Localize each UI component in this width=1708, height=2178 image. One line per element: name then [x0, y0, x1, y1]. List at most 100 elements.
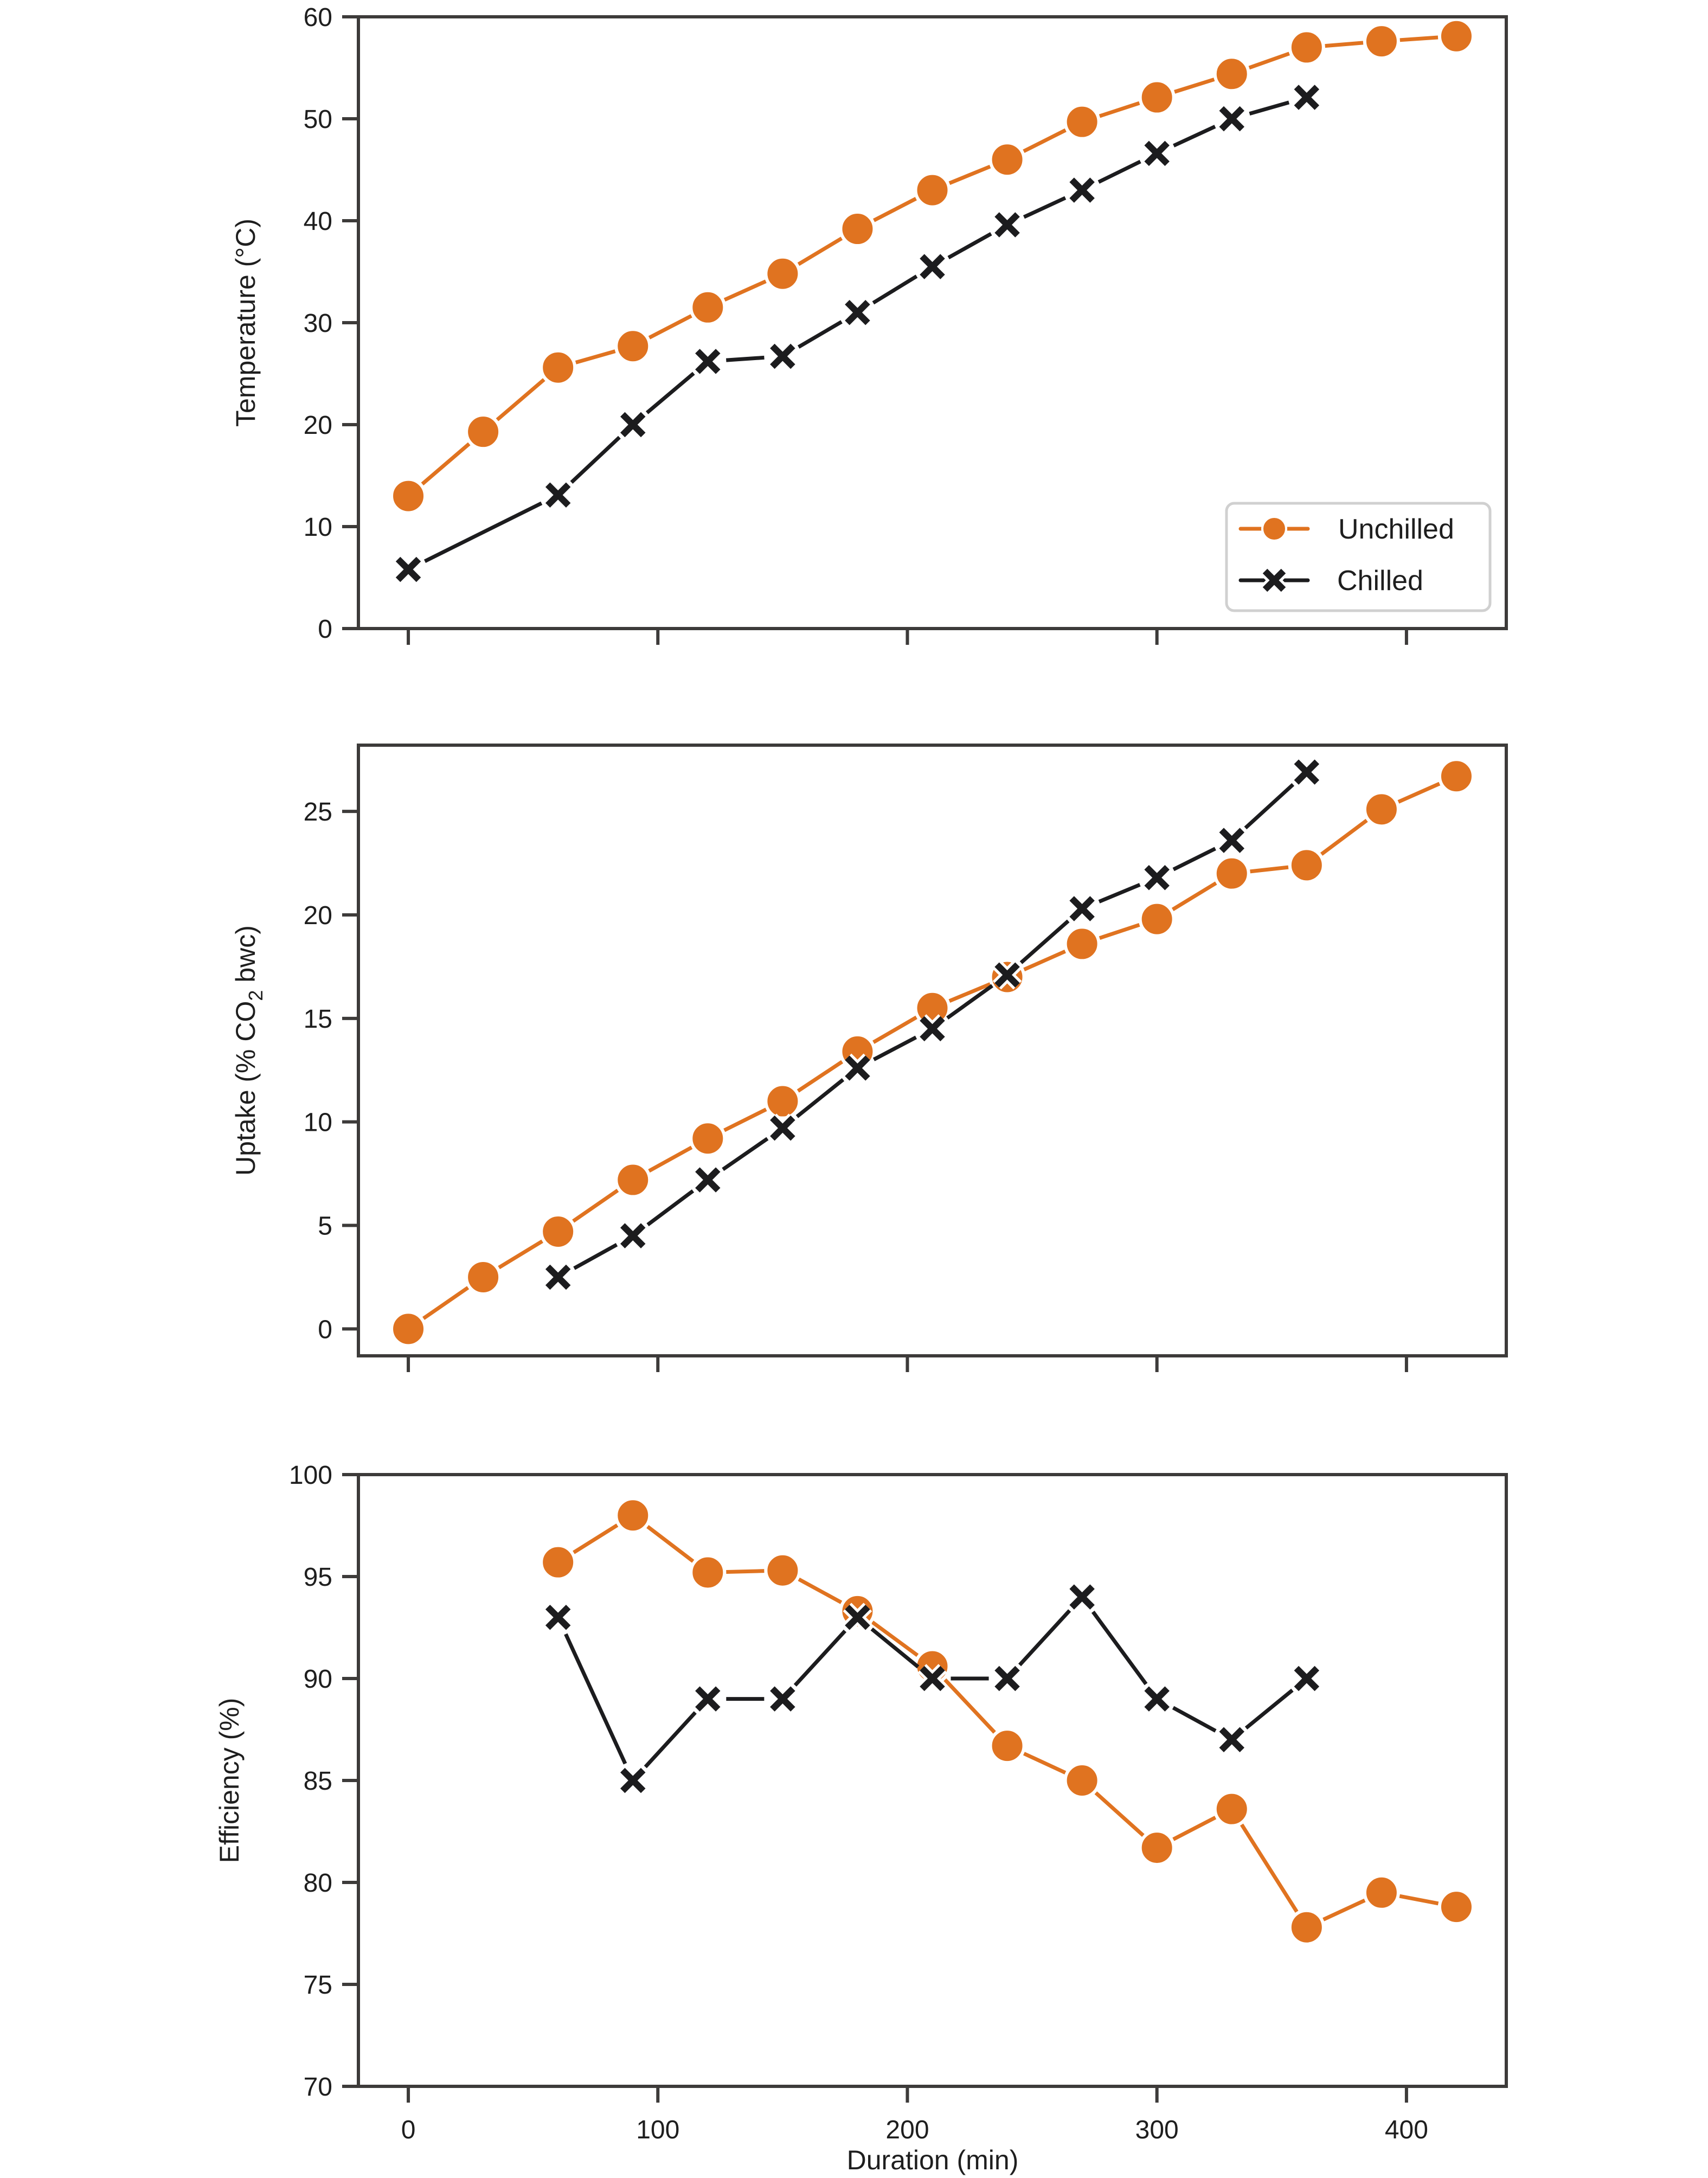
x-tick-label: 100: [636, 2116, 679, 2144]
series-line-segment: [575, 349, 616, 364]
y-tick-label: 100: [289, 1461, 332, 1490]
data-point-chilled: [1292, 1664, 1321, 1693]
series-line-segment: [797, 236, 843, 266]
y-tick-label: 75: [304, 1971, 332, 2000]
data-point-chilled: [768, 342, 798, 371]
data-point-unchilled: [466, 414, 501, 450]
data-point-chilled: [843, 1603, 872, 1632]
series-line-segment: [646, 1189, 695, 1227]
series-line-segment: [1244, 1688, 1294, 1729]
series-line-segment: [1019, 919, 1070, 964]
data-point-unchilled: [990, 142, 1025, 177]
data-point-unchilled: [1139, 1830, 1174, 1866]
data-point-chilled: [618, 410, 648, 439]
series-line-segment: [1322, 1898, 1366, 1921]
series-line-segment: [572, 1189, 619, 1223]
series-line-segment: [1320, 818, 1368, 856]
series-line-segment: [1173, 125, 1216, 148]
data-point-unchilled: [541, 1214, 576, 1249]
data-point-unchilled: [1289, 1910, 1324, 1945]
data-point-unchilled: [690, 290, 725, 325]
y-tick-label: 30: [304, 309, 332, 338]
y-tick-label: 90: [304, 1665, 332, 1694]
series-line-segment: [648, 1145, 693, 1173]
series-line-segment: [1172, 1706, 1217, 1733]
data-point-chilled: [917, 252, 947, 281]
y-tick-label: 60: [304, 3, 332, 32]
data-point-unchilled: [1289, 848, 1324, 883]
x-tick-label: 400: [1385, 2116, 1428, 2144]
data-point-unchilled: [915, 172, 950, 208]
y-tick-label: 95: [304, 1563, 332, 1592]
series-line-segment: [646, 1525, 695, 1563]
data-point-chilled: [1067, 1582, 1097, 1612]
data-point-chilled: [693, 347, 723, 376]
y-axis-label: Efficiency (%): [214, 1698, 245, 1863]
y-tick-label: 0: [318, 1315, 332, 1344]
data-point-unchilled: [391, 478, 426, 514]
series-line-segment: [1018, 1609, 1071, 1667]
data-point-chilled: [1067, 175, 1097, 205]
series-line-segment: [726, 1569, 765, 1574]
series-line-segment: [873, 197, 917, 222]
series-line-segment: [948, 982, 991, 1003]
data-point-unchilled: [690, 1555, 725, 1590]
legend-unchilled-marker: [1261, 516, 1287, 542]
y-tick-label: 5: [318, 1212, 332, 1241]
data-point-unchilled: [1064, 104, 1100, 139]
series-line-segment: [1325, 41, 1364, 48]
data-point-chilled: [394, 555, 423, 584]
data-point-unchilled: [1364, 1875, 1399, 1910]
y-tick-label: 40: [304, 207, 332, 236]
data-point-unchilled: [391, 1311, 426, 1347]
series-line-segment: [943, 1678, 996, 1734]
series-line-segment: [793, 1629, 847, 1687]
series-line-segment: [872, 1035, 917, 1061]
series-line-segment: [1097, 159, 1141, 184]
data-point-chilled: [1067, 894, 1097, 924]
x-tick-label: 200: [885, 2116, 929, 2144]
data-point-unchilled: [840, 212, 875, 247]
data-point-chilled: [1292, 82, 1321, 112]
data-point-chilled: [1217, 825, 1247, 855]
y-tick-label: 10: [304, 1109, 332, 1137]
y-tick-label: 10: [304, 513, 332, 542]
series-line-segment: [648, 314, 692, 339]
data-point-unchilled: [541, 350, 576, 385]
data-point-chilled: [1292, 757, 1321, 787]
data-point-unchilled: [1214, 1791, 1249, 1827]
y-tick-label: 20: [304, 411, 332, 440]
data-point-unchilled: [1439, 18, 1474, 54]
series-line-segment: [722, 1137, 769, 1171]
series-line-segment: [1250, 865, 1289, 874]
series-line-segment: [1172, 1816, 1217, 1841]
series-line-segment: [1172, 847, 1216, 872]
data-point-chilled: [693, 1684, 723, 1714]
data-point-unchilled: [690, 1121, 725, 1156]
series-line-segment: [498, 1239, 543, 1270]
series-line-segment: [1023, 1752, 1067, 1775]
data-point-chilled: [543, 1603, 573, 1632]
x-tick-label: 0: [401, 2116, 416, 2144]
data-point-chilled: [843, 298, 872, 327]
series-line-segment: [948, 164, 991, 185]
series-line-segment: [795, 1078, 845, 1118]
series-line-segment: [1399, 35, 1439, 42]
series-line-segment: [797, 1060, 844, 1093]
series-line-segment: [798, 1577, 843, 1604]
data-point-unchilled: [1139, 901, 1174, 937]
data-point-chilled: [768, 1684, 798, 1714]
plot-frame: [357, 744, 1508, 1357]
series-line-segment: [644, 1711, 697, 1769]
data-point-unchilled: [1289, 30, 1324, 65]
series-unchilled: [391, 759, 1474, 1347]
legend-unchilled-label: Unchilled: [1338, 514, 1454, 545]
series-line-segment: [872, 1015, 917, 1044]
series-line-segment: [422, 1286, 470, 1320]
series-line-segment: [947, 232, 992, 260]
series-line-segment: [871, 1620, 919, 1657]
data-point-chilled: [618, 1221, 648, 1251]
series-line-segment: [1244, 783, 1295, 830]
data-point-unchilled: [466, 1259, 501, 1295]
